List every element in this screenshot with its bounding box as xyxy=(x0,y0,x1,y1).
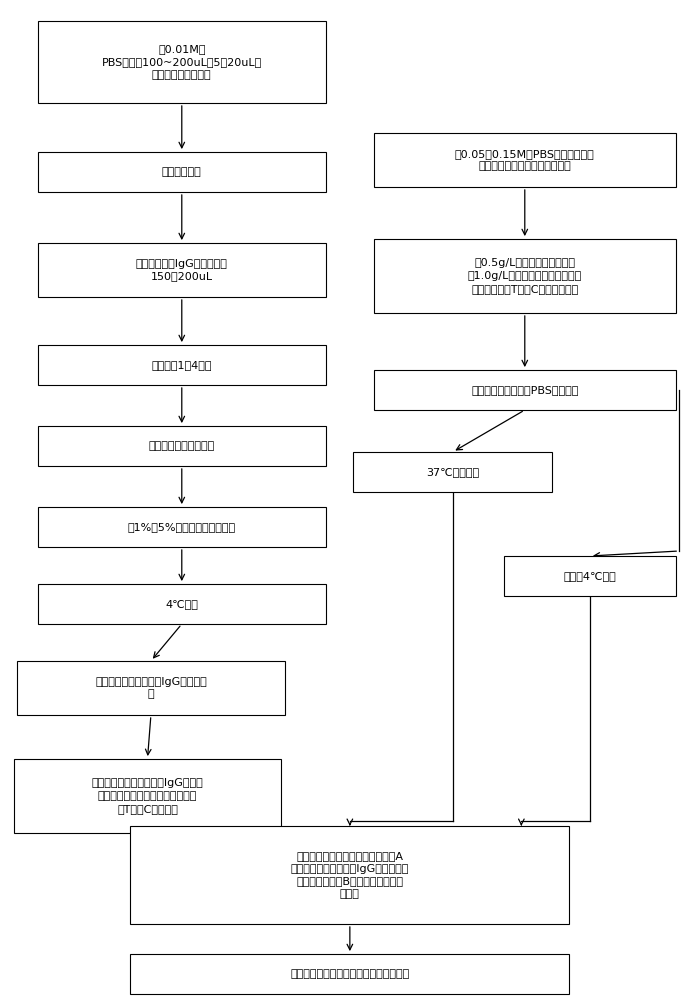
Text: 用1%～5%的牛血清白蛋白封闭: 用1%～5%的牛血清白蛋白封闭 xyxy=(128,522,236,532)
FancyBboxPatch shape xyxy=(38,426,326,466)
FancyBboxPatch shape xyxy=(38,21,326,103)
Text: 将硝酸纤维素膜放入PBS缓冲液中: 将硝酸纤维素膜放入PBS缓冲液中 xyxy=(471,385,578,395)
FancyBboxPatch shape xyxy=(38,584,326,624)
FancyBboxPatch shape xyxy=(17,661,285,715)
Text: 干燥后4℃保存: 干燥后4℃保存 xyxy=(564,571,616,581)
Text: 取0.01M的
PBS缓冲液100~200uL与5～20uL表
面连有羧基的量子点: 取0.01M的 PBS缓冲液100~200uL与5～20uL表 面连有羧基的量子… xyxy=(102,44,262,80)
FancyBboxPatch shape xyxy=(38,243,326,297)
Text: 37℃封闭待用: 37℃封闭待用 xyxy=(426,467,480,477)
FancyBboxPatch shape xyxy=(130,954,569,994)
Text: 层析柱过滤，离心纯化: 层析柱过滤，离心纯化 xyxy=(149,441,215,451)
FancyBboxPatch shape xyxy=(130,826,569,924)
FancyBboxPatch shape xyxy=(374,133,676,187)
FancyBboxPatch shape xyxy=(38,152,326,192)
Text: 用试纸切刀切割成试纸，干燥后密封保存: 用试纸切刀切割成试纸，干燥后密封保存 xyxy=(290,969,410,979)
Text: 4℃保存: 4℃保存 xyxy=(165,599,198,609)
Text: 选取偶联试剂: 选取偶联试剂 xyxy=(162,167,202,177)
Text: 量子点标记的风疹病毒IgG单克隆抗
体: 量子点标记的风疹病毒IgG单克隆抗 体 xyxy=(95,677,206,699)
FancyBboxPatch shape xyxy=(38,507,326,547)
FancyBboxPatch shape xyxy=(374,370,676,410)
Text: 加入风疹病毒IgG单克隆抗体
150～200uL: 加入风疹病毒IgG单克隆抗体 150～200uL xyxy=(136,259,228,281)
FancyBboxPatch shape xyxy=(14,759,281,833)
Text: 摇床反应1～4小时: 摇床反应1～4小时 xyxy=(152,360,212,370)
Text: 将量子点标记的风疹病毒IgG单克隆
抗体均匀喷覆于玻璃纤维膜一端，
与T带和C带相对应: 将量子点标记的风疹病毒IgG单克隆 抗体均匀喷覆于玻璃纤维膜一端， 与T带和C带… xyxy=(92,778,203,814)
Text: 用0.05～0.15M的PBS缓冲液稀释风
疹病毒多克隆抗体及兔抗鼠二抗: 用0.05～0.15M的PBS缓冲液稀释风 疹病毒多克隆抗体及兔抗鼠二抗 xyxy=(455,149,595,171)
FancyBboxPatch shape xyxy=(504,556,676,596)
FancyBboxPatch shape xyxy=(38,345,326,385)
FancyBboxPatch shape xyxy=(353,452,552,492)
FancyBboxPatch shape xyxy=(374,239,676,313)
Text: 在塑料板上依次粘帖玻璃纤维素膜A
、量子点标记风疹病毒IgG单克隆抗体
的玻璃纤维素膜B、硝酸纤维素膜、
吸水纸: 在塑料板上依次粘帖玻璃纤维素膜A 、量子点标记风疹病毒IgG单克隆抗体 的玻璃纤… xyxy=(291,851,409,899)
Text: 将0.5g/L风疹病毒多克隆抗体
和1.0g/L兔抗鼠二抗喷在硝酸纤维
素膜一端形成T带和C带，室温晾干: 将0.5g/L风疹病毒多克隆抗体 和1.0g/L兔抗鼠二抗喷在硝酸纤维 素膜一端… xyxy=(468,258,582,294)
